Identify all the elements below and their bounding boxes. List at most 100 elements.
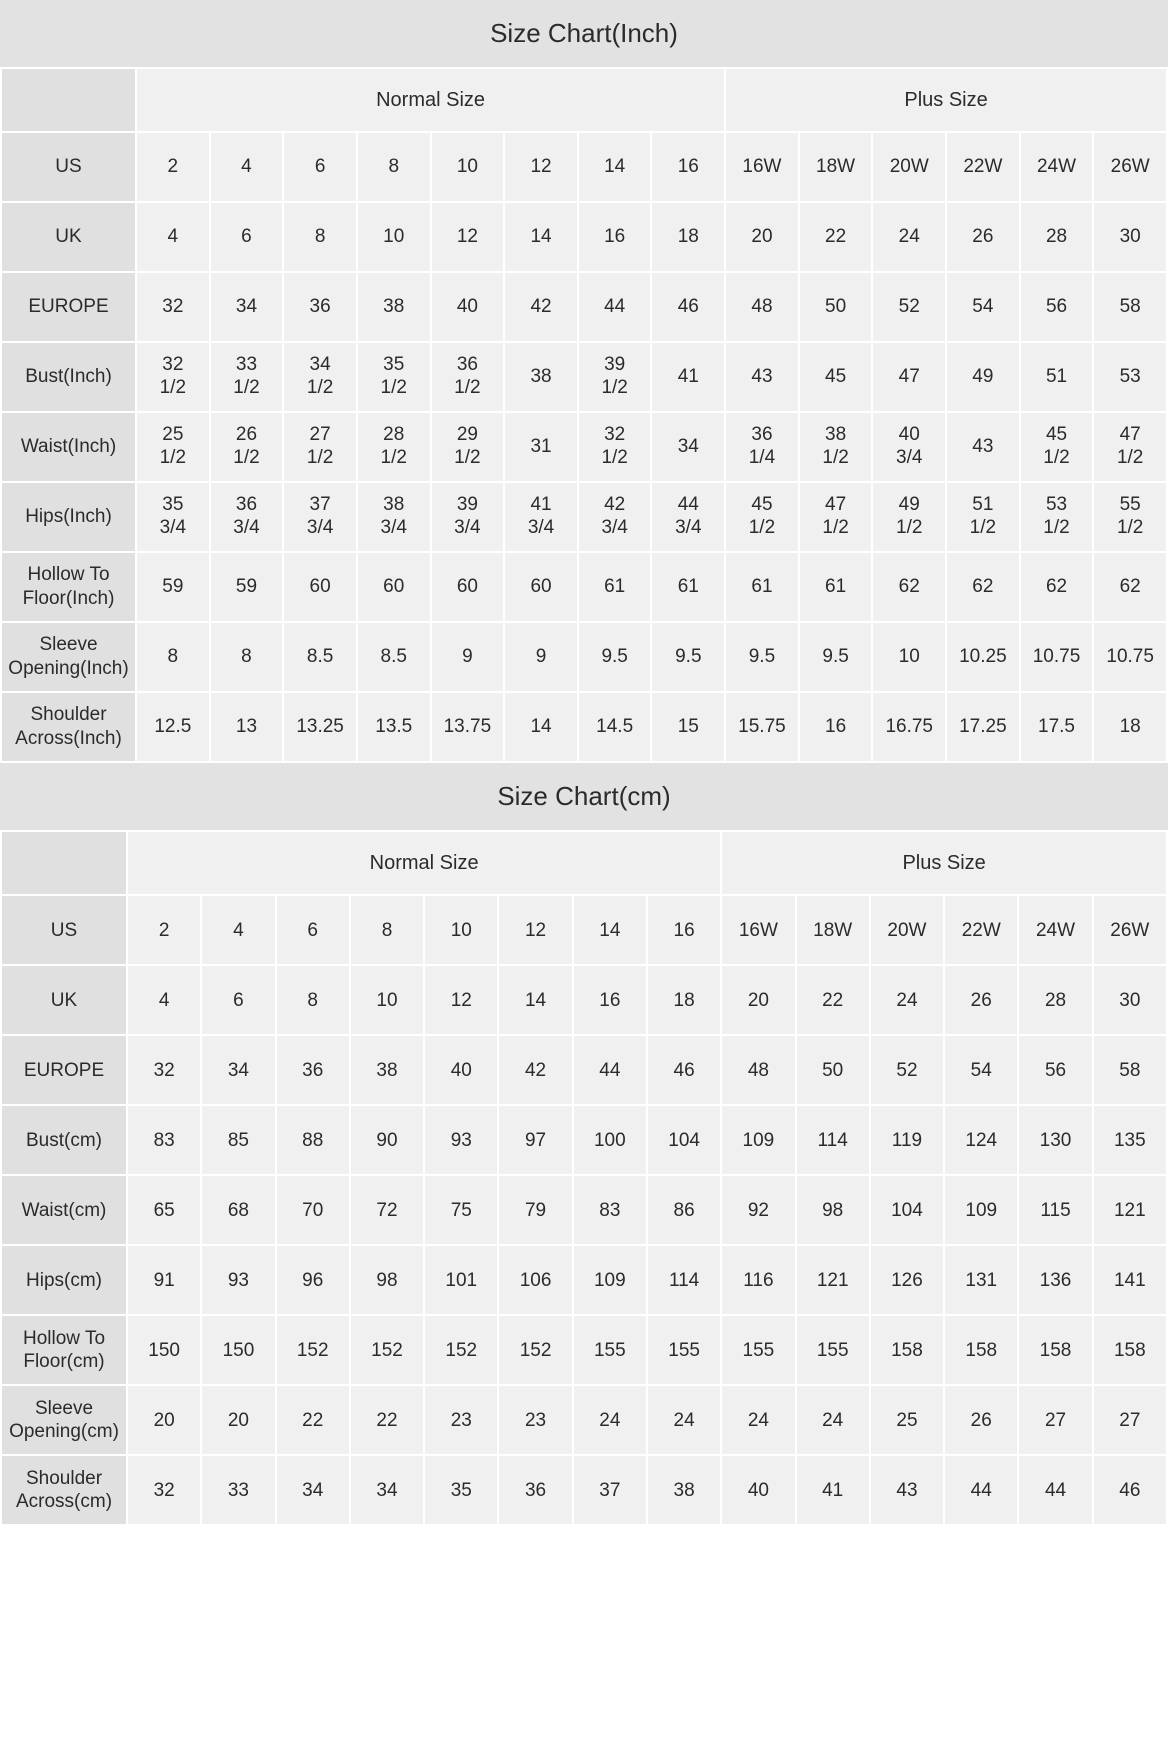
table-row: Waist(Inch) 25 1/2 26 1/2 27 1/2 28 1/2 29 1/2 31 32… <box>2 413 1166 482</box>
table-cell: 85 <box>202 1106 275 1175</box>
table-cell: 27 <box>1093 1386 1166 1455</box>
table-cell: 8 <box>357 133 430 202</box>
cell-value-part: 3/4 <box>159 517 187 539</box>
table-cell: 23 <box>499 1386 572 1455</box>
table-cell: 27 <box>1019 1386 1092 1455</box>
cell-value-part: 35 <box>162 494 184 516</box>
table-cell: 47 1/2 <box>799 483 872 552</box>
table-cell: 24W <box>1020 133 1093 202</box>
cell-value-part: 1/2 <box>1043 517 1070 539</box>
table-cell: 40 <box>425 1036 498 1105</box>
table-cell: 32 1/2 <box>137 343 209 412</box>
table-cell: 10 <box>431 133 504 202</box>
table-cell: 158 <box>1019 1316 1092 1385</box>
table-cell: 9 <box>505 623 577 692</box>
table-cell: 38 1/2 <box>799 413 872 482</box>
table-cell: 38 <box>357 273 430 342</box>
table-cell: 9.5 <box>652 623 725 692</box>
cell-value-part: 49 <box>898 494 920 516</box>
table-cell: 96 <box>276 1246 349 1315</box>
table-cell: 26 <box>945 1386 1018 1455</box>
table-cell: 4 <box>202 896 275 965</box>
row-label-hipscm: Hips(cm) <box>2 1246 126 1315</box>
table-cell: 20 <box>128 1386 201 1455</box>
table-cell: 22 <box>276 1386 349 1455</box>
table-cell: 100 <box>573 1106 646 1175</box>
table-cell: 12 <box>499 896 572 965</box>
cell-value-part: 3/4 <box>380 517 407 539</box>
cell-value-part: 38 <box>383 494 405 516</box>
table-cell: 114 <box>796 1106 869 1175</box>
table-cell: 114 <box>647 1246 721 1315</box>
cell-value-part: 33 <box>235 354 258 376</box>
table-cell: 20 <box>726 203 798 272</box>
table-cell: 56 <box>1019 1036 1092 1105</box>
table-cell: 25 <box>870 1386 944 1455</box>
row-label-europe: EUROPE <box>2 1036 126 1105</box>
table-cell: 8 <box>350 896 424 965</box>
table-cell: 20 <box>722 966 795 1035</box>
table-cell: 14 <box>578 133 651 202</box>
table-cell: 33 1/2 <box>210 343 283 412</box>
cell-value-part: 44 <box>677 494 699 516</box>
table-cell: 42 <box>505 273 577 342</box>
cell-value-part: 36 <box>456 354 478 376</box>
table-cell: 40 <box>431 273 504 342</box>
table-cell: 30 <box>1094 203 1166 272</box>
cell-value-part: 53 <box>1045 494 1068 516</box>
table-cell: 43 <box>726 343 798 412</box>
table-cell: 97 <box>499 1106 572 1175</box>
table-cell: 10 <box>873 623 946 692</box>
table-cell: 61 <box>652 553 725 622</box>
table-cell: 35 <box>425 1456 498 1525</box>
table-cell: 72 <box>350 1176 424 1245</box>
table-cell: 109 <box>945 1176 1018 1245</box>
group-header-plus-size: Plus Size <box>722 832 1166 895</box>
table-cell: 52 <box>870 1036 944 1105</box>
table-cell: 56 <box>1020 273 1093 342</box>
table-row: Hips(Inch) 35 3/4 36 3/4 37 3/4 38 3/4 39 3/4 41 3/4… <box>2 483 1166 552</box>
table-cell: 45 1/2 <box>1020 413 1093 482</box>
table-cell: 58 <box>1093 1036 1166 1105</box>
table-cell: 46 <box>647 1036 721 1105</box>
table-cell: 29 1/2 <box>431 413 504 482</box>
table-cell: 34 <box>276 1456 349 1525</box>
table-cell: 58 <box>1094 273 1166 342</box>
table-cell: 26 1/2 <box>210 413 283 482</box>
cell-value-part: 41 <box>530 494 552 516</box>
table-cell: 10.25 <box>947 623 1019 692</box>
table-cell: 17.25 <box>947 693 1019 762</box>
row-label-uk: UK <box>2 966 126 1035</box>
row-label-hollow-to-floorinch: Hollow To Floor(Inch) <box>2 553 135 622</box>
table-cell: 9.5 <box>726 623 798 692</box>
table-cell: 51 1/2 <box>947 483 1019 552</box>
cell-value-part: 3/4 <box>454 517 481 539</box>
table-cell: 6 <box>202 966 275 1035</box>
cell-value-part: 1/2 <box>896 517 923 539</box>
table-cell: 98 <box>796 1176 869 1245</box>
table-cell: 36 3/4 <box>210 483 283 552</box>
cell-value-part: 1/2 <box>601 377 628 399</box>
table-cell: 46 <box>1093 1456 1166 1525</box>
table-cell: 22 <box>799 203 872 272</box>
table-cell: 4 <box>210 133 283 202</box>
table-row: US 2 4 6 8 10 12 14 16 16W 18W 20W 22W 24W 26W <box>2 133 1166 202</box>
table-cell: 22W <box>947 133 1019 202</box>
table-cell: 16.75 <box>873 693 946 762</box>
table-corner-cell <box>2 69 135 132</box>
table-cell: 28 1/2 <box>357 413 430 482</box>
table-cell: 62 <box>1094 553 1166 622</box>
size-charts-container: Size Chart(Inch) Normal Size Plus Size US 2 4… <box>0 0 1168 1527</box>
table-cell: 49 <box>947 343 1019 412</box>
table-cell: 152 <box>499 1316 572 1385</box>
table-row: UK 4 6 8 10 12 14 16 18 20 22 24 26 28 30 <box>2 203 1166 272</box>
table-cell: 36 <box>276 1036 349 1105</box>
table-cell: 13.25 <box>284 693 356 762</box>
table-cell: 155 <box>573 1316 646 1385</box>
table-cell: 18 <box>1094 693 1166 762</box>
table-cell: 26 <box>947 203 1019 272</box>
table-cell: 60 <box>505 553 577 622</box>
table-cell: 24 <box>796 1386 869 1455</box>
size-table-inch: Normal Size Plus Size US 2 4 6 8 10 12 14 16 16W 18W… <box>0 67 1168 764</box>
table-cell: 47 <box>873 343 946 412</box>
